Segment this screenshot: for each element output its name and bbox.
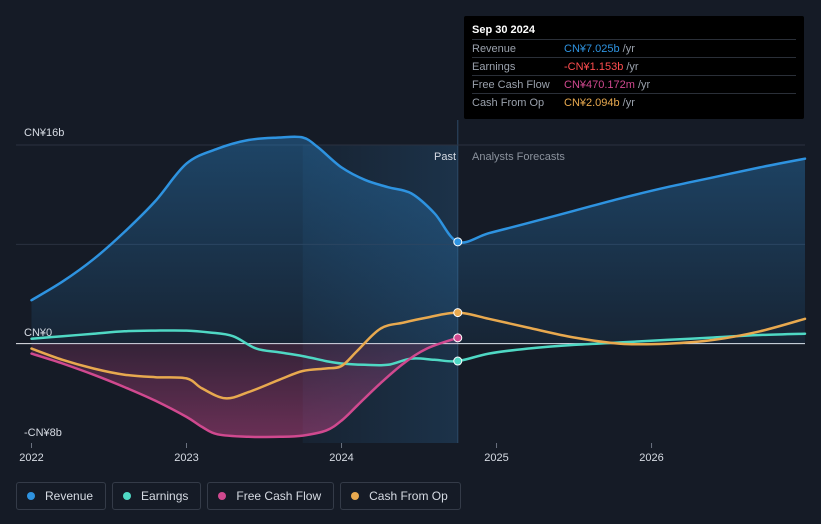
tooltip-value: -CN¥1.153b [564, 60, 624, 73]
forecast-label: Analysts Forecasts [472, 151, 565, 163]
earnings-marker [453, 356, 463, 366]
tooltip-label: Free Cash Flow [472, 78, 550, 91]
tooltip-row-earnings: Earnings -CN¥1.153b /yr [472, 57, 796, 75]
revenue-marker [453, 237, 463, 247]
tooltip-row-revenue: Revenue CN¥7.025b /yr [472, 39, 796, 57]
y-label-zero: CN¥0 [24, 327, 52, 339]
legend-dot-icon [123, 492, 132, 500]
cash-from-op-line [30, 311, 807, 400]
revenue-area [31, 136, 805, 344]
tooltip-unit: /yr [626, 60, 639, 73]
legend-label: Cash From Op [369, 489, 448, 503]
tooltip-value: CN¥2.094b [564, 96, 620, 109]
legend-dot-icon [218, 492, 227, 500]
past-label: Past [434, 151, 456, 163]
tooltip-unit: /yr [622, 96, 635, 109]
tooltip-label: Revenue [472, 42, 517, 55]
legend-label: Revenue [45, 489, 94, 503]
free-cash-flow-marker [453, 333, 463, 343]
tooltip-label: Earnings [472, 60, 516, 73]
cash-from-op-marker [453, 308, 463, 318]
legend-item-cash-from-op[interactable]: Cash From Op [340, 482, 461, 510]
legend-item-revenue[interactable]: Revenue [16, 482, 107, 510]
tooltip-row-fcf: Free Cash Flow CN¥470.172m /yr [472, 75, 796, 93]
x-tick-label: 2025 [484, 452, 508, 464]
tooltip-value: CN¥7.025b [564, 42, 620, 55]
revenue-line [30, 135, 807, 302]
tooltip-label: Cash From Op [472, 96, 545, 109]
legend-dot-icon [351, 492, 360, 500]
free-cash-flow-line [30, 336, 460, 439]
x-tick-label: 2023 [174, 452, 198, 464]
y-label-top: CN¥16b [24, 127, 64, 139]
legend-item-free-cash-flow[interactable]: Free Cash Flow [207, 482, 335, 510]
x-tick-label: 2022 [19, 452, 43, 464]
tooltip-unit: /yr [622, 42, 635, 55]
x-tick-label: 2026 [639, 452, 663, 464]
tooltip-unit: /yr [637, 78, 651, 91]
legend-dot-icon [27, 492, 35, 500]
legend-label: Free Cash Flow [236, 489, 322, 503]
y-label-bottom: -CN¥8b [24, 427, 62, 439]
legend-label: Earnings [141, 489, 189, 503]
tooltip-value: CN¥470.172m [564, 78, 635, 91]
x-tick-label: 2024 [329, 452, 353, 464]
tooltip: Sep 30 2024 Revenue CN¥7.025b /yr Earnin… [464, 16, 804, 119]
legend-item-earnings[interactable]: Earnings [112, 482, 202, 510]
tooltip-row-cfo: Cash From Op CN¥2.094b /yr [472, 93, 796, 111]
legend: Revenue Earnings Free Cash Flow Cash Fro… [16, 482, 461, 510]
tooltip-date: Sep 30 2024 [472, 24, 535, 36]
free-cash-flow-area [31, 337, 458, 438]
